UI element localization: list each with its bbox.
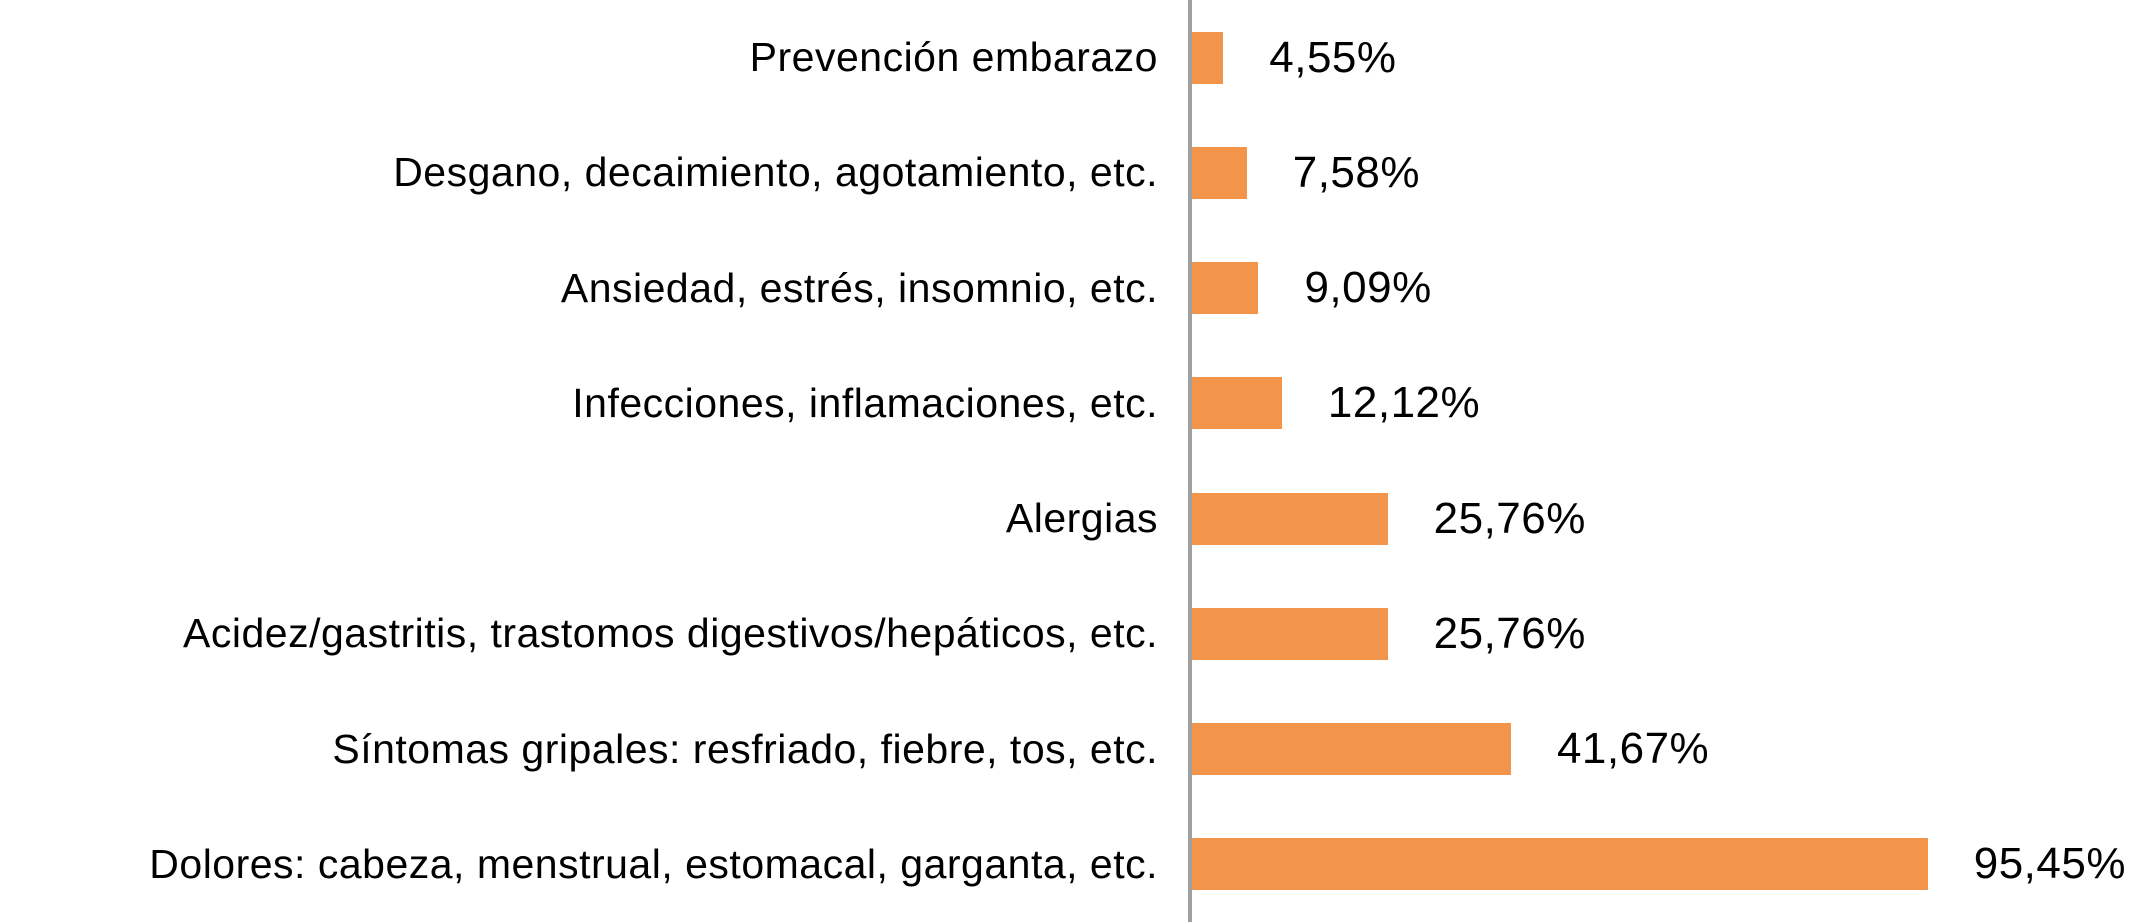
value-label: 12,12% (1327, 378, 1481, 428)
chart-row: Ansiedad, estrés, insomnio, etc. 9,09% (0, 231, 2142, 346)
category-label: Acidez/gastritis, trastomos digestivos/h… (183, 610, 1158, 657)
value-label: 4,55% (1269, 32, 1397, 82)
bar (1188, 607, 1388, 660)
chart-row: Síntomas gripales: resfriado, fiebre, to… (0, 692, 2142, 807)
bar (1188, 31, 1224, 84)
category-label: Ansiedad, estrés, insomnio, etc. (560, 264, 1158, 311)
y-axis-line (1188, 0, 1192, 922)
category-label: Síntomas gripales: resfriado, fiebre, to… (332, 725, 1158, 772)
chart-row: Dolores: cabeza, menstrual, estomacal, g… (0, 807, 2142, 922)
chart-row: Infecciones, inflamaciones, etc. 12,12% (0, 346, 2142, 461)
chart-row: Acidez/gastritis, trastomos digestivos/h… (0, 576, 2142, 691)
value-label: 25,76% (1433, 493, 1586, 543)
bar (1188, 492, 1388, 545)
category-label: Desgano, decaimiento, agotamiento, etc. (393, 149, 1158, 196)
value-label: 25,76% (1433, 608, 1586, 658)
value-label: 9,09% (1304, 263, 1432, 313)
bar-area: 9,09% (1188, 231, 2142, 346)
bar (1188, 262, 1259, 315)
value-label: 41,67% (1556, 724, 1710, 774)
bar (1188, 723, 1511, 776)
bar-area: 4,55% (1188, 0, 2142, 115)
bar-area: 25,76% (1188, 461, 2142, 576)
category-label: Prevención embarazo (749, 34, 1158, 81)
value-label: 7,58% (1292, 147, 1420, 197)
bar-area: 25,76% (1188, 576, 2142, 691)
category-label: Infecciones, inflamaciones, etc. (572, 379, 1158, 426)
bar (1188, 146, 1247, 199)
bar-area: 95,45% (1188, 807, 2142, 922)
value-label: 95,45% (1973, 839, 2126, 889)
bar (1188, 377, 1282, 430)
bar-area: 7,58% (1188, 115, 2142, 230)
category-label: Alergias (1005, 495, 1158, 542)
bar-area: 41,67% (1188, 692, 2142, 807)
bar-area: 12,12% (1188, 346, 2142, 461)
chart-row: Alergias 25,76% (0, 461, 2142, 576)
category-label: Dolores: cabeza, menstrual, estomacal, g… (149, 840, 1158, 887)
chart-row: Prevención embarazo 4,55% (0, 0, 2142, 115)
bar (1188, 838, 1928, 891)
chart-row: Desgano, decaimiento, agotamiento, etc. … (0, 115, 2142, 230)
